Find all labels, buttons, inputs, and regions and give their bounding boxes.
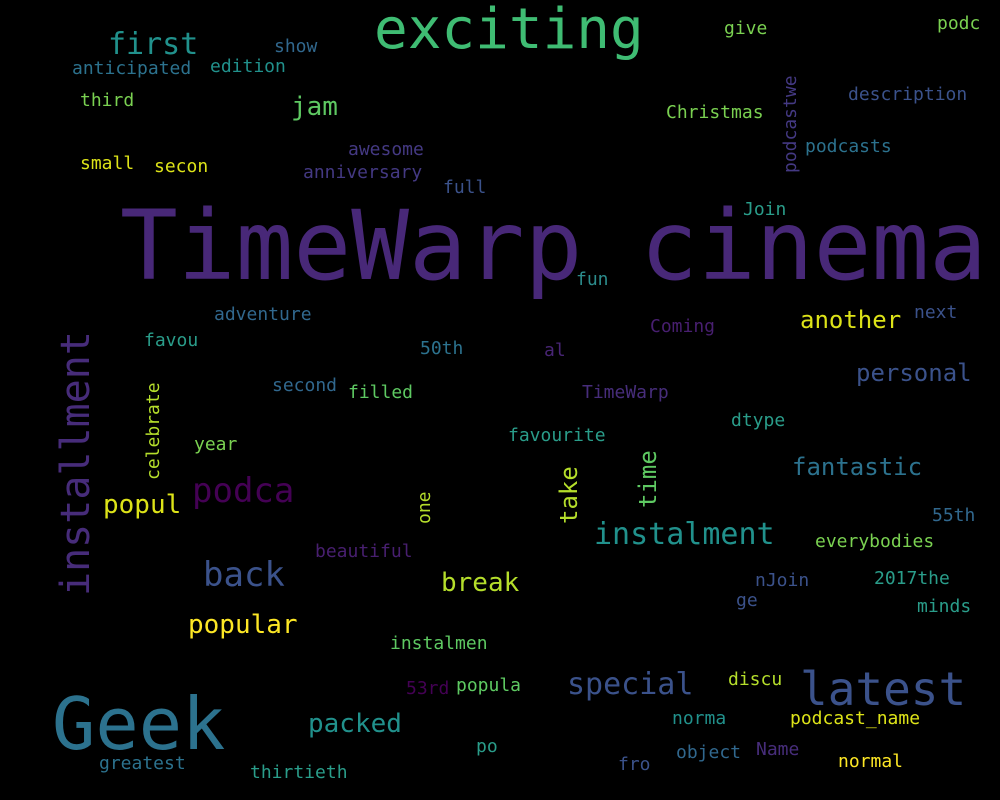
word-latest: latest bbox=[800, 662, 967, 716]
word-geek: Geek bbox=[52, 682, 226, 766]
word-discu: discu bbox=[728, 669, 783, 690]
word-minds: minds bbox=[917, 596, 972, 617]
word-christmas: Christmas bbox=[666, 102, 764, 123]
word-show: show bbox=[274, 36, 318, 57]
word-podc: podc bbox=[937, 13, 981, 34]
word-podcastwe: podcastwe bbox=[780, 75, 801, 173]
word-installment: installment bbox=[53, 331, 99, 596]
word-beautiful: beautiful bbox=[315, 541, 413, 562]
word-53rd: 53rd bbox=[406, 678, 450, 699]
word-popula: popula bbox=[456, 675, 522, 696]
word-edition: edition bbox=[210, 56, 286, 77]
word-awesome: awesome bbox=[348, 139, 424, 160]
word-packed: packed bbox=[308, 709, 402, 739]
word-anticipated: anticipated bbox=[72, 58, 192, 79]
word-favou: favou bbox=[144, 330, 199, 351]
word-al: al bbox=[544, 340, 566, 361]
word-second: second bbox=[272, 375, 338, 396]
word-year: year bbox=[194, 434, 238, 455]
word-fro: fro bbox=[618, 754, 651, 775]
word-filled: filled bbox=[348, 382, 414, 403]
word-special: special bbox=[567, 667, 694, 702]
word-description: description bbox=[848, 84, 968, 105]
word-join: Join bbox=[743, 199, 787, 220]
word-name: Name bbox=[756, 739, 800, 760]
word-dtype: dtype bbox=[731, 410, 786, 431]
word-time: time bbox=[634, 450, 662, 508]
word-give: give bbox=[724, 18, 768, 39]
word-instalmen: instalmen bbox=[390, 633, 488, 654]
word-popul: popul bbox=[103, 490, 182, 520]
word-full: full bbox=[443, 177, 487, 198]
word-small: small bbox=[80, 153, 135, 174]
word-back: back bbox=[203, 555, 285, 595]
word-instalment: instalment bbox=[594, 517, 775, 552]
word-favourite: favourite bbox=[508, 425, 606, 446]
word-po: po bbox=[476, 736, 498, 757]
word-popular: popular bbox=[188, 610, 298, 640]
word-anniversary: anniversary bbox=[303, 162, 423, 183]
word-take: take bbox=[555, 466, 583, 524]
word-norma: norma bbox=[672, 708, 727, 729]
word-personal: personal bbox=[856, 359, 972, 387]
word-podcasts: podcasts bbox=[805, 136, 892, 157]
word-55th: 55th bbox=[932, 505, 976, 526]
word-fantastic: fantastic bbox=[792, 453, 923, 481]
word-coming: Coming bbox=[650, 316, 716, 337]
word-break: break bbox=[441, 568, 520, 598]
word-first: first bbox=[108, 27, 199, 62]
word-everybodies: everybodies bbox=[815, 531, 935, 552]
word-podcast-name: podcast_name bbox=[790, 708, 921, 729]
word-next: next bbox=[914, 302, 958, 323]
word-greatest: greatest bbox=[99, 753, 186, 774]
word-exciting: exciting bbox=[374, 0, 644, 62]
word-fun: fun bbox=[576, 269, 609, 290]
word-timewarp: TimeWarp bbox=[582, 382, 669, 403]
word-podca: podca bbox=[192, 471, 295, 511]
word-timewarp-cinema: TimeWarp cinema bbox=[120, 190, 987, 302]
word-secon: secon bbox=[154, 156, 209, 177]
word-adventure: adventure bbox=[214, 304, 312, 325]
word-2017the: 2017the bbox=[874, 568, 950, 589]
word-njoin: nJoin bbox=[755, 570, 810, 591]
word-thirtieth: thirtieth bbox=[250, 762, 348, 783]
word-jam: jam bbox=[291, 92, 338, 122]
word-50th: 50th bbox=[420, 338, 464, 359]
word-object: object bbox=[676, 742, 742, 763]
word-ge: ge bbox=[736, 590, 758, 611]
word-one: one bbox=[414, 491, 435, 524]
word-normal: normal bbox=[838, 751, 904, 772]
word-another: another bbox=[800, 306, 902, 334]
word-third: third bbox=[80, 90, 135, 111]
word-celebrate: celebrate bbox=[143, 382, 164, 480]
